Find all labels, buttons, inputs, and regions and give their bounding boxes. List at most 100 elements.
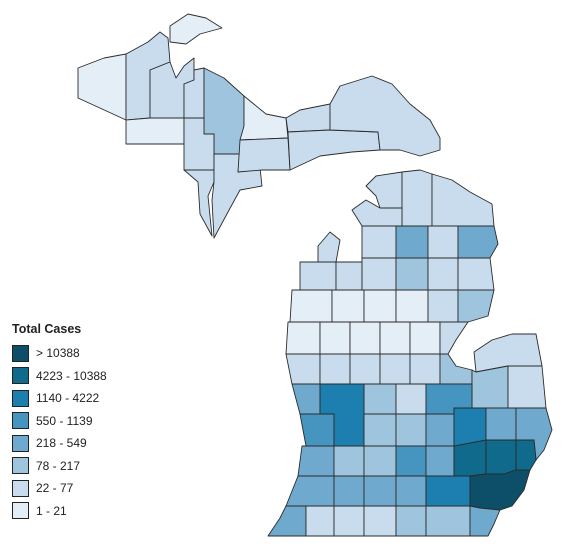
county-presque-isle[interactable]: [431, 173, 495, 227]
county-leelanau[interactable]: [317, 231, 341, 263]
county-jackson[interactable]: [395, 475, 427, 507]
county-shiawassee[interactable]: [425, 413, 455, 447]
county-iosco[interactable]: [457, 289, 495, 323]
county-isabella[interactable]: [379, 353, 411, 385]
county-menominee[interactable]: [183, 169, 215, 237]
county-kalkaska[interactable]: [361, 257, 397, 291]
county-osceola[interactable]: [349, 321, 381, 355]
county-van-buren[interactable]: [285, 475, 335, 507]
county-mackinac[interactable]: [287, 129, 381, 171]
county-lenawee[interactable]: [425, 505, 471, 537]
county-wayne[interactable]: [469, 469, 531, 511]
county-oakland[interactable]: [453, 439, 487, 477]
county-oceana[interactable]: [285, 353, 321, 385]
legend-item: 1 - 21: [12, 500, 132, 523]
county-tuscola[interactable]: [471, 365, 509, 409]
county-antrim[interactable]: [361, 225, 397, 259]
county-livingston[interactable]: [425, 445, 455, 477]
county-gogebic[interactable]: [77, 53, 127, 121]
county-otsego[interactable]: [395, 225, 429, 259]
county-clinton[interactable]: [395, 413, 427, 447]
legend-swatch: [12, 434, 29, 452]
county-alcona[interactable]: [457, 257, 495, 291]
county-schoolcraft[interactable]: [237, 137, 291, 173]
county-arenac[interactable]: [439, 321, 469, 355]
upper-peninsula: [77, 13, 441, 239]
county-ottawa[interactable]: [299, 413, 335, 447]
county-crawford[interactable]: [395, 257, 429, 291]
county-wexford[interactable]: [331, 289, 365, 323]
lower-peninsula: [267, 169, 553, 537]
county-eaton[interactable]: [363, 445, 397, 477]
county-lapeer[interactable]: [485, 407, 517, 441]
county-branch[interactable]: [363, 505, 397, 537]
county-st-joseph[interactable]: [333, 505, 365, 537]
county-allegan[interactable]: [297, 445, 335, 477]
legend-swatch: [12, 502, 29, 520]
county-berrien[interactable]: [267, 505, 307, 537]
legend-swatch: [12, 367, 29, 385]
county-st-clair-shore[interactable]: [515, 439, 537, 471]
legend-item: 78 - 217: [12, 455, 132, 478]
county-iron[interactable]: [125, 117, 185, 145]
county-ogemaw[interactable]: [427, 289, 459, 323]
legend-title: Total Cases: [12, 322, 82, 336]
legend-swatch: [12, 389, 29, 407]
legend-label: 550 - 1139: [36, 413, 93, 428]
legend-item: 1140 - 4222: [12, 387, 132, 410]
county-gladwin[interactable]: [409, 321, 441, 355]
county-cheboygan[interactable]: [401, 169, 433, 227]
legend-item: 4223 - 10388: [12, 365, 132, 388]
county-washtenaw[interactable]: [425, 475, 471, 507]
county-manistee[interactable]: [289, 289, 333, 323]
county-macomb[interactable]: [485, 439, 517, 475]
county-alger[interactable]: [239, 95, 289, 141]
county-roscommon[interactable]: [395, 289, 429, 323]
county-midland[interactable]: [409, 353, 441, 385]
county-alpena[interactable]: [457, 225, 499, 259]
county-grand-traverse[interactable]: [335, 261, 363, 291]
legend-label: 218 - 549: [36, 436, 87, 451]
county-keweenaw[interactable]: [169, 13, 223, 45]
county-chippewa[interactable]: [329, 75, 441, 157]
county-missaukee[interactable]: [363, 289, 397, 323]
legend-label: 78 - 217: [36, 458, 81, 473]
county-benzie[interactable]: [299, 261, 337, 291]
county-dickinson[interactable]: [183, 117, 215, 171]
county-gratiot[interactable]: [395, 383, 427, 415]
county-clare[interactable]: [379, 321, 411, 355]
county-monroe[interactable]: [469, 505, 501, 537]
county-montmorency[interactable]: [427, 225, 459, 259]
legend-swatch: [12, 479, 29, 497]
county-sanilac[interactable]: [507, 365, 547, 409]
legend-item: > 10388: [12, 342, 132, 365]
county-cass[interactable]: [305, 505, 335, 537]
county-lake[interactable]: [319, 321, 351, 355]
legend-label: 4223 - 10388: [36, 368, 107, 383]
county-oscoda[interactable]: [427, 257, 459, 291]
map-legend: Total Cases > 10388 4223 - 10388 1140 - 42…: [12, 322, 132, 522]
legend-label: 1 - 21: [36, 503, 67, 518]
county-ingham[interactable]: [395, 445, 427, 477]
county-mecosta[interactable]: [349, 353, 381, 385]
county-muskegon[interactable]: [291, 383, 321, 415]
county-barry[interactable]: [333, 445, 365, 477]
legend-item: 218 - 549: [12, 432, 132, 455]
county-newaygo[interactable]: [319, 353, 351, 385]
legend-swatch: [12, 457, 29, 475]
legend-swatch: [12, 344, 29, 362]
legend-label: 1140 - 4222: [36, 391, 100, 406]
county-luce[interactable]: [285, 103, 331, 133]
county-kalamazoo[interactable]: [333, 475, 365, 507]
county-ionia[interactable]: [363, 413, 397, 447]
legend-swatch: [12, 412, 29, 430]
county-bay[interactable]: [439, 353, 473, 385]
legend-label: > 10388: [36, 346, 80, 361]
county-hillsdale[interactable]: [395, 505, 427, 537]
legend-item: 550 - 1139: [12, 410, 132, 433]
county-mason[interactable]: [285, 321, 321, 355]
county-montcalm[interactable]: [363, 383, 397, 415]
county-calhoun[interactable]: [363, 475, 397, 507]
county-genesee[interactable]: [453, 407, 487, 447]
